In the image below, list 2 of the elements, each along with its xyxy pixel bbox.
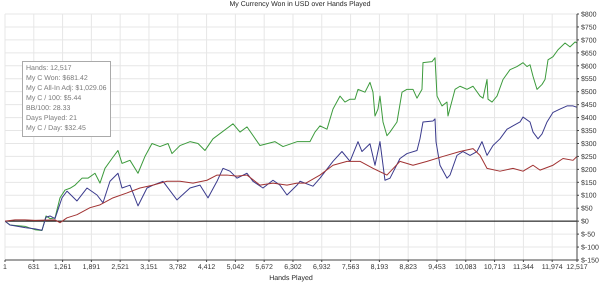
line-series — [5, 105, 577, 231]
line-series — [5, 148, 577, 224]
